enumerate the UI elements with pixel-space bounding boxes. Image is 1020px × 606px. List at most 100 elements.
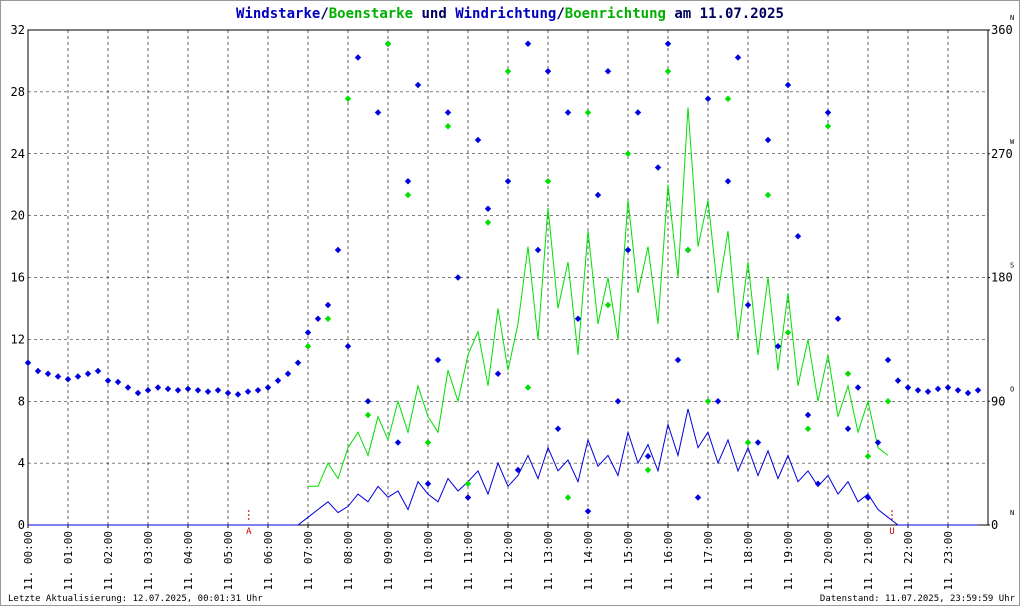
y-tick-label: 20 (11, 209, 25, 223)
direction-point (814, 480, 822, 487)
direction-point (354, 54, 362, 61)
direction-point (604, 301, 612, 309)
y2-tick-label: 180 (991, 271, 1013, 285)
title-part: Boenrichtung (565, 6, 666, 22)
direction-point (464, 480, 472, 487)
direction-point (654, 164, 662, 171)
direction-point (254, 387, 262, 394)
direction-point (534, 246, 542, 254)
direction-point (744, 301, 752, 309)
x-tick-label: 11. 11:00 (462, 531, 475, 591)
x-tick-label: 11. 19:00 (782, 531, 795, 591)
direction-point (724, 178, 732, 185)
direction-point (314, 315, 322, 322)
x-tick-label: 11. 23:00 (942, 531, 955, 591)
y-tick-label: 24 (11, 147, 25, 161)
direction-point (134, 389, 142, 397)
y-tick-label: 12 (11, 332, 25, 346)
direction-point (324, 315, 332, 322)
direction-point (504, 178, 512, 185)
direction-point (384, 40, 392, 47)
title-part: Windrichtung (455, 6, 556, 22)
direction-point (124, 384, 132, 391)
direction-point (294, 359, 302, 366)
x-tick-label: 11. 21:00 (862, 531, 875, 591)
direction-point (584, 109, 592, 116)
y2-tick-label: 270 (991, 147, 1013, 161)
direction-point (604, 68, 612, 75)
direction-point (404, 191, 412, 199)
x-tick-label: 11. 03:00 (142, 531, 155, 591)
direction-point (234, 391, 242, 398)
direction-point (704, 398, 712, 405)
direction-point (74, 373, 82, 380)
direction-point (684, 246, 692, 254)
direction-point (204, 388, 212, 395)
direction-point (584, 508, 592, 515)
direction-point (734, 54, 742, 61)
direction-point (784, 81, 792, 89)
y2-compass-label: N (1010, 14, 1014, 22)
direction-point (284, 370, 292, 377)
direction-point (364, 411, 372, 419)
x-tick-label: 11. 13:00 (542, 531, 555, 591)
direction-point (894, 377, 902, 384)
direction-point (764, 191, 772, 199)
direction-point (674, 356, 682, 364)
direction-point (844, 425, 852, 432)
y2-tick-label: 360 (991, 23, 1013, 37)
title-part: / (556, 6, 564, 22)
direction-point (664, 68, 672, 75)
x-tick-label: 11. 16:00 (662, 531, 675, 591)
direction-point (634, 109, 642, 116)
direction-point (944, 384, 952, 391)
x-tick-label: 11. 10:00 (422, 531, 435, 591)
direction-point (644, 466, 652, 474)
direction-point (34, 367, 42, 375)
direction-point (334, 246, 342, 254)
y-tick-label: 16 (11, 271, 25, 285)
direction-point (774, 343, 782, 350)
footer-right: Datenstand: 11.07.2025, 23:59:59 Uhr (820, 594, 1016, 604)
direction-point (214, 387, 222, 394)
direction-point (884, 356, 892, 364)
direction-point (484, 219, 492, 226)
direction-point (434, 356, 442, 364)
direction-point (114, 378, 122, 386)
direction-point (184, 385, 192, 393)
direction-point (444, 109, 452, 116)
direction-point (424, 480, 432, 487)
direction-point (554, 425, 562, 432)
x-tick-label: 11. 20:00 (822, 531, 835, 591)
direction-point (824, 109, 832, 116)
direction-point (474, 136, 482, 144)
chart-title: Windstarke/Boenstarke und Windrichtung/B… (236, 6, 784, 22)
direction-point (854, 384, 862, 391)
y-tick-label: 32 (11, 23, 25, 37)
direction-point (484, 205, 492, 212)
x-tick-label: 11. 01:00 (62, 531, 75, 591)
direction-point (524, 40, 532, 47)
direction-point (164, 385, 172, 393)
y-tick-label: 8 (18, 394, 25, 408)
direction-point (154, 384, 162, 391)
sun-marker-label: U (889, 527, 894, 537)
direction-point (744, 439, 752, 446)
x-tick-label: 11. 09:00 (382, 531, 395, 591)
direction-point (64, 376, 72, 383)
direction-point (524, 384, 532, 391)
direction-point (564, 494, 572, 501)
direction-point (454, 274, 462, 281)
direction-point (44, 370, 52, 377)
direction-point (194, 387, 202, 394)
direction-point (54, 373, 62, 380)
direction-point (934, 385, 942, 393)
direction-point (924, 388, 932, 395)
direction-point (754, 439, 762, 446)
direction-point (274, 377, 282, 384)
direction-point (304, 329, 312, 336)
direction-point (414, 81, 422, 89)
direction-point (264, 384, 272, 391)
direction-point (784, 329, 792, 336)
